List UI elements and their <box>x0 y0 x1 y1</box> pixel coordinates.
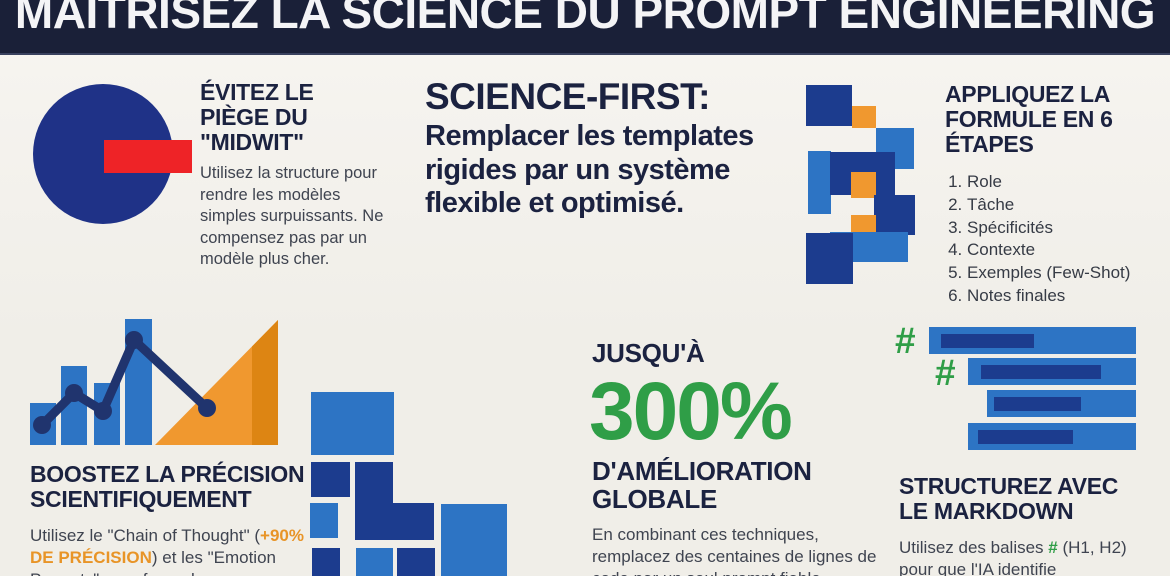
science-first-body: Remplacer les templates rigides par un s… <box>425 120 754 220</box>
page-title: MAÎTRISEZ LA SCIENCE DU PROMPT ENGINEERI… <box>14 0 1156 38</box>
hash-icon: # <box>935 352 956 393</box>
formula-section: APPLIQUEZ LA FORMULE EN 6 ÉTAPES Role Tâ… <box>945 81 1145 307</box>
markdown-body-before: Utilisez des balises <box>899 537 1049 557</box>
science-first-heading: SCIENCE-FIRST: <box>425 76 710 117</box>
blocks-icon <box>310 392 545 576</box>
formula-step: Role <box>967 171 1145 194</box>
improvement-kicker: JUSQU'À <box>592 338 705 368</box>
markdown-heading: STRUCTUREZ AVEC LE MARKDOWN <box>899 473 1119 524</box>
markdown-bar <box>987 390 1136 417</box>
formula-heading: APPLIQUEZ LA FORMULE EN 6 ÉTAPES <box>945 81 1113 157</box>
markdown-section: STRUCTUREZ AVEC LE MARKDOWN Utilisez des… <box>899 474 1151 576</box>
improvement-stat: 300% <box>589 366 793 457</box>
precision-highlight: +90% DE PRÉCISION <box>30 525 304 567</box>
markdown-bar <box>929 327 1136 354</box>
midwit-section: ÉVITEZ LE PIÈGE DU "MIDWIT" Utilisez la … <box>200 79 386 271</box>
bar-chart-icon <box>30 319 278 445</box>
markdown-body-after: (H1, H2) pour que l'IA identifie instant… <box>899 537 1127 576</box>
improvement-section: JUSQU'À 300% D'AMÉLIORATION GLOBALE En c… <box>589 338 892 576</box>
midwit-body: Utilisez la structure pour rendre les mo… <box>200 164 384 269</box>
formula-step: Tâche <box>967 194 1145 217</box>
improvement-body: En combinant ces techniques, remplacez d… <box>592 525 877 576</box>
red-bar-shape <box>104 140 192 173</box>
markdown-bar <box>968 358 1136 385</box>
hash-icon: # <box>895 320 916 361</box>
markdown-body: Utilisez des balises # (H1, H2) pour que… <box>899 537 1161 576</box>
midwit-circle-icon <box>33 84 193 224</box>
markdown-icon: # # <box>893 320 1143 452</box>
precision-body-before: Utilisez le "Chain of Thought" ( <box>30 525 261 545</box>
formula-step: Notes finales <box>967 285 1145 308</box>
formula-step: Contexte <box>967 239 1145 262</box>
formula-step: Spécificités <box>967 217 1145 240</box>
markdown-hash-inline: # <box>1048 537 1058 557</box>
precision-heading: BOOSTEZ LA PRÉCISION SCIENTIFIQUEMENT <box>30 461 305 512</box>
formula-step: Exemples (Few-Shot) <box>967 262 1145 285</box>
pixel-blocks-icon <box>805 84 920 286</box>
markdown-bar <box>968 423 1136 450</box>
precision-section: BOOSTEZ LA PRÉCISION SCIENTIFIQUEMENT Ut… <box>30 462 314 576</box>
banner: MAÎTRISEZ LA SCIENCE DU PROMPT ENGINEERI… <box>0 0 1170 55</box>
formula-steps-list: Role Tâche Spécificités Contexte Exemple… <box>967 171 1145 307</box>
precision-body-after: ) et les "Emotion Prompts" pour forcer l… <box>30 547 276 576</box>
science-first-section: SCIENCE-FIRST: Remplacer les templates r… <box>425 76 777 221</box>
improvement-heading: D'AMÉLIORATION GLOBALE <box>592 455 812 514</box>
midwit-heading: ÉVITEZ LE PIÈGE DU "MIDWIT" <box>200 79 314 155</box>
precision-body: Utilisez le "Chain of Thought" (+90% DE … <box>30 525 314 576</box>
